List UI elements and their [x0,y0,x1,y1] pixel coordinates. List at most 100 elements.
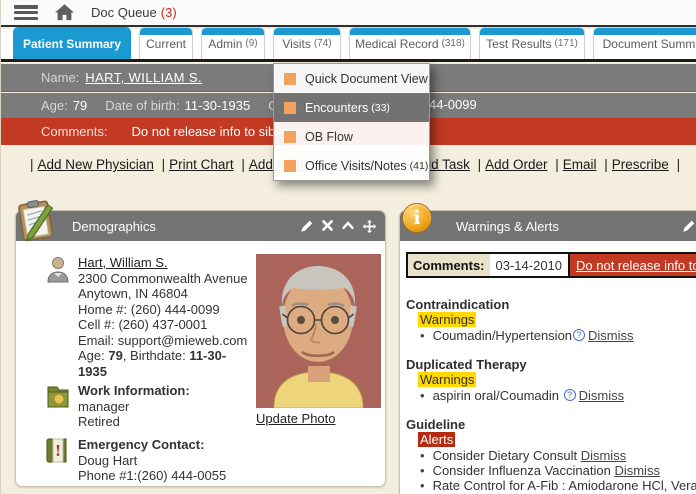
clipboard-icon [18,200,54,242]
alerts-tag: Alerts [418,432,456,447]
comments-label: Comments: [41,124,108,139]
info-icon: i [402,203,432,233]
email-value: support@mieweb.com [117,332,248,348]
menu-item-quick-document-view[interactable]: Quick Document View [274,64,429,93]
section-heading-contraindication: Contraindication [406,297,510,312]
doc-queue-link[interactable]: Doc Queue [91,5,157,20]
work-heading: Work Information: [78,383,190,398]
tab-document-summary[interactable]: Document Summ [593,27,696,59]
top-bar: Doc Queue (3) [1,0,696,27]
update-photo-link[interactable]: Update Photo [256,411,336,426]
phone-fragment: 44-0099 [429,97,477,112]
prescribe-link[interactable]: Prescribe [611,157,669,172]
print-chart-link[interactable]: Print Chart [169,157,234,172]
alert-item: • Rate Control for A-Fib : Amiodarone HCl… [420,478,696,493]
tab-patient-summary[interactable]: Patient Summary [13,27,131,59]
age-label: Age: [41,98,68,113]
bullet: • [420,478,425,493]
patient-avatar-icon [47,257,69,283]
cell-phone-label: Cell #: [78,317,119,332]
home-phone: (260) 444-0099 [130,301,220,317]
tab-visits[interactable]: Visits (74) [273,27,341,59]
alert-item: • aspirin oral/Coumadin ? Dismiss [420,388,624,403]
warnings-comments-box: Comments: 03-14-2010 Do not release info… [406,252,696,278]
document-square-icon [284,72,296,85]
cell-phone: (260) 437-0001 [118,317,208,332]
age-label: Age: [78,348,109,363]
tab-medical-record[interactable]: Medical Record (318) [349,27,471,59]
tab-test-results[interactable]: Test Results (171) [479,27,585,59]
emergency-contact-block: Emergency Contact: Doug Hart Phone #1:(2… [78,437,254,484]
alert-text: Coumadin/Hypertension [432,328,573,343]
help-icon[interactable]: ? [573,329,586,341]
separator: | [241,157,245,172]
edit-icon[interactable] [682,219,696,233]
move-icon[interactable] [362,219,377,234]
demographics-address-block: Hart, William S. 2300 Commonwealth Avenu… [78,255,254,379]
separator: | [161,157,166,172]
dismiss-link[interactable]: Dismiss [588,328,634,343]
alert-item: • Consider Influenza Vaccination Dismiss [420,463,660,478]
separator: | [30,157,34,172]
help-icon[interactable]: ? [563,389,576,401]
collapse-icon[interactable] [341,219,355,232]
home-icon[interactable] [55,4,74,21]
comments-alert-link[interactable]: Do not release info to si [576,258,696,273]
warnings-tag: Warnings [418,372,477,387]
panel-title: Demographics [72,218,156,234]
warnings-alerts-panel: i Warnings & Alerts Comments: 03-14-2010… [399,203,696,494]
patient-name-link[interactable]: HART, WILLIAM S. [85,70,202,85]
bullet: • [420,463,425,478]
svg-text:!: ! [55,442,62,460]
name-label: Name: [41,70,80,85]
patient-name-link-small[interactable]: Hart, William S. [78,255,168,270]
tab-admin[interactable]: Admin (9) [201,27,265,59]
dismiss-link[interactable]: Dismiss [580,448,627,463]
home-phone-label: Home #: [78,301,131,317]
tab-current[interactable]: Current [139,27,193,59]
dob-value: 11-30-1935 [184,98,251,113]
menu-item-ob-flow[interactable]: OB Flow [274,122,429,151]
alert-text: Consider Influenza Vaccination [432,463,611,478]
emergency-heading: Emergency Contact: [78,437,205,452]
alert-text: Consider Dietary Consult [432,448,578,463]
edit-icon[interactable] [300,219,314,233]
patient-photo [256,254,381,408]
add-new-physician-link[interactable]: Add New Physician [37,157,154,172]
emergency-phone: Phone #1:(260) 444-0055 [78,468,227,483]
comments-box-alert: Do not release info to si [570,254,696,276]
dismiss-link[interactable]: Dismiss [614,463,660,478]
dismiss-link[interactable]: Dismiss [578,388,625,403]
menu-item-encounters[interactable]: Encounters (33) [274,93,429,122]
emergency-contact-icon: ! [46,438,67,463]
warnings-tag: Warnings [418,312,477,327]
section-heading-guideline: Guideline [406,417,466,432]
alert-item: • Coumadin/Hypertension? Dismiss [420,328,634,343]
bullet: • [420,388,425,403]
document-square-icon [284,101,296,114]
tab-bar: Patient Summary Current Admin (9) Visits(… [1,27,696,62]
separator: | [676,157,681,172]
close-icon[interactable] [321,219,334,232]
separator: | [555,157,559,172]
doc-queue-count: (3) [160,5,177,20]
email-link[interactable]: Email [562,157,597,172]
demographics-panel: Demographics Hart, William S. 2300 Commo… [15,200,386,487]
email-label: Email: [78,332,118,348]
birthdate-label: , Birthdate: [122,348,190,363]
emergency-name: Doug Hart [78,452,138,468]
comments-box-date: 03-14-2010 [489,254,571,276]
document-square-icon [284,159,296,172]
hamburger-menu-icon[interactable] [14,5,38,20]
bullet: • [420,448,425,463]
birthdate-value: 11-30-1935 [78,348,227,379]
panel-title: Warnings & Alerts [456,218,559,234]
add-order-link[interactable]: Add Order [485,157,548,172]
menu-item-office-visits-notes[interactable]: Office Visits/Notes (41) [274,151,429,180]
comments-box-label: Comments: [408,254,490,276]
alert-text: aspirin oral/Coumadin [432,388,563,403]
alert-text: Rate Control for A-Fib : Amiodarone HCl,… [432,478,696,493]
visits-dropdown-menu: Quick Document View Encounters (33) OB Fl… [273,63,430,181]
age-value: 79 [108,348,123,363]
